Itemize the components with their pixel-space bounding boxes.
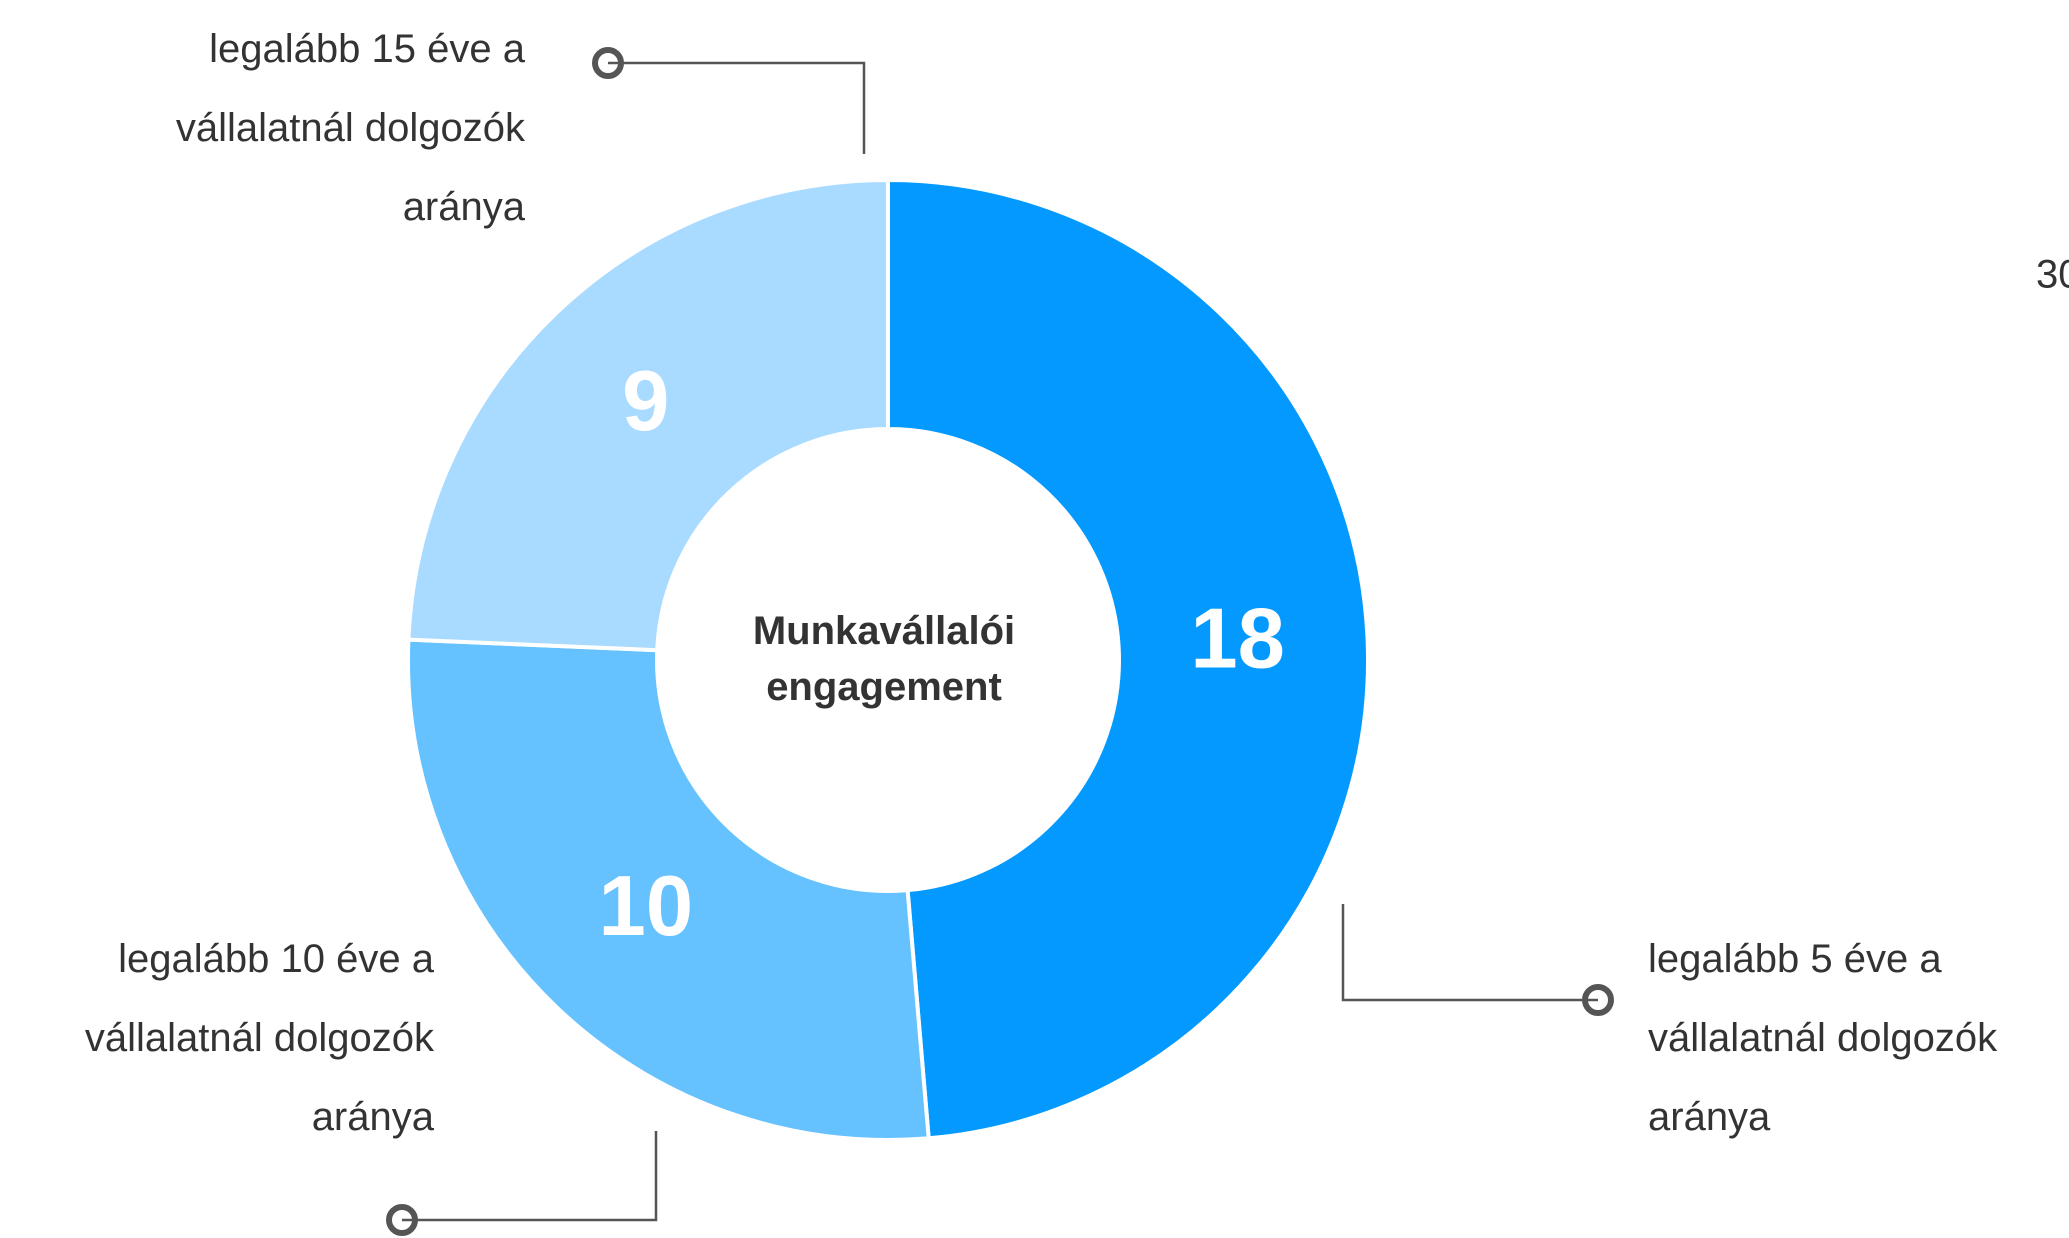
callout-line — [608, 61, 866, 154]
callout-line — [1341, 904, 1598, 1002]
callout-line — [402, 1131, 658, 1222]
slice — [406, 637, 931, 1142]
slice — [886, 177, 1370, 1141]
annotation: 30 — [2036, 253, 2069, 297]
center-label-text: Munkavállalói — [753, 609, 1015, 653]
value-label: 9 — [622, 354, 669, 449]
category-label: legalább 5 éve a vállalatnál dolgozók ar… — [1648, 937, 1998, 1139]
center-label: Munkavállalói engagement — [753, 609, 1015, 709]
value-label: 10 — [599, 859, 694, 954]
value-label: 18 — [1190, 592, 1285, 687]
category-label: legalább 15 éve a vállalatnál dolgozók a… — [175, 27, 525, 229]
slice — [406, 177, 890, 653]
center-label-text: engagement — [766, 665, 1002, 709]
category-label: legalább 10 éve a vállalatnál dolgozók a… — [84, 937, 434, 1139]
slices: 18 10 9 — [406, 177, 1370, 1142]
